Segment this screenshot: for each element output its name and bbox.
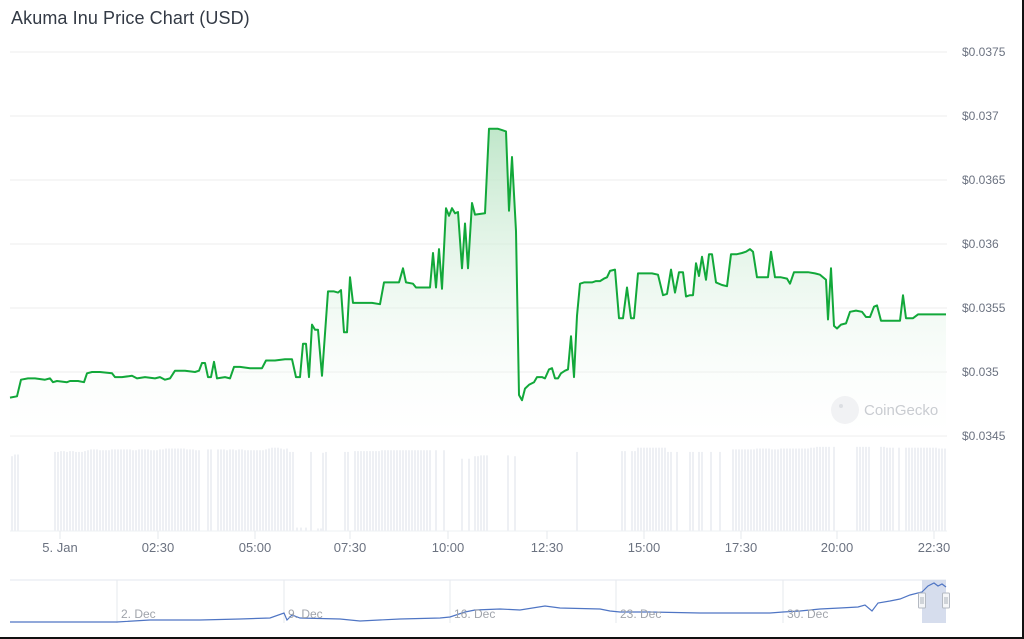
coingecko-eye-icon [839, 404, 843, 408]
price-area-fill [10, 128, 946, 437]
y-tick-label: $0.037 [962, 109, 999, 123]
coingecko-logo-icon [831, 396, 859, 424]
y-tick-label: $0.035 [962, 365, 999, 379]
y-tick-label: $0.0365 [962, 173, 1006, 187]
navigator-handle-right[interactable] [942, 592, 950, 609]
navigator-tick-label: 9. Dec [288, 607, 323, 621]
navigator[interactable]: 2. Dec 9. Dec 16. Dec 23. Dec 30. Dec [10, 579, 950, 623]
y-tick-label: $0.0375 [962, 45, 1006, 59]
x-tick-label: 22:30 [918, 540, 951, 555]
x-tick-label: 15:00 [628, 540, 661, 555]
x-tick-label: 5. Jan [42, 540, 77, 555]
y-tick-label: $0.0355 [962, 301, 1006, 315]
x-tick-label: 05:00 [239, 540, 272, 555]
price-line[interactable] [9, 127, 946, 402]
x-tick-label: 20:00 [821, 540, 854, 555]
x-tick-label: 02:30 [142, 540, 175, 555]
y-axis-labels: $0.0375 $0.037 $0.0365 $0.036 $0.0355 $0.035 $… [962, 45, 1006, 443]
coingecko-watermark: CoinGecko [831, 396, 938, 424]
navigator-handle-left[interactable] [918, 592, 926, 609]
x-tick-label: 12:30 [531, 540, 564, 555]
navigator-tick-label: 30. Dec [787, 607, 828, 621]
watermark-text: CoinGecko [864, 402, 938, 419]
volume-bars [10, 446, 947, 532]
y-tick-label: $0.036 [962, 237, 999, 251]
x-tick-label: 10:00 [432, 540, 465, 555]
x-axis-labels: 5. Jan 02:30 05:00 07:30 10:00 12:30 15:00 17:3… [42, 540, 950, 555]
navigator-line [10, 582, 947, 623]
x-tick-marks [59, 531, 935, 539]
navigator-grid [116, 580, 784, 623]
x-tick-label: 07:30 [334, 540, 367, 555]
y-tick-label: $0.0345 [962, 429, 1006, 443]
x-tick-label: 17:30 [725, 540, 758, 555]
chart-title: Akuma Inu Price Chart (USD) [11, 8, 250, 28]
navigator-tick-label: 16. Dec [454, 607, 495, 621]
navigator-tick-label: 2. Dec [121, 607, 156, 621]
navigator-labels: 2. Dec 9. Dec 16. Dec 23. Dec 30. Dec [121, 607, 828, 621]
navigator-tick-label: 23. Dec [620, 607, 661, 621]
